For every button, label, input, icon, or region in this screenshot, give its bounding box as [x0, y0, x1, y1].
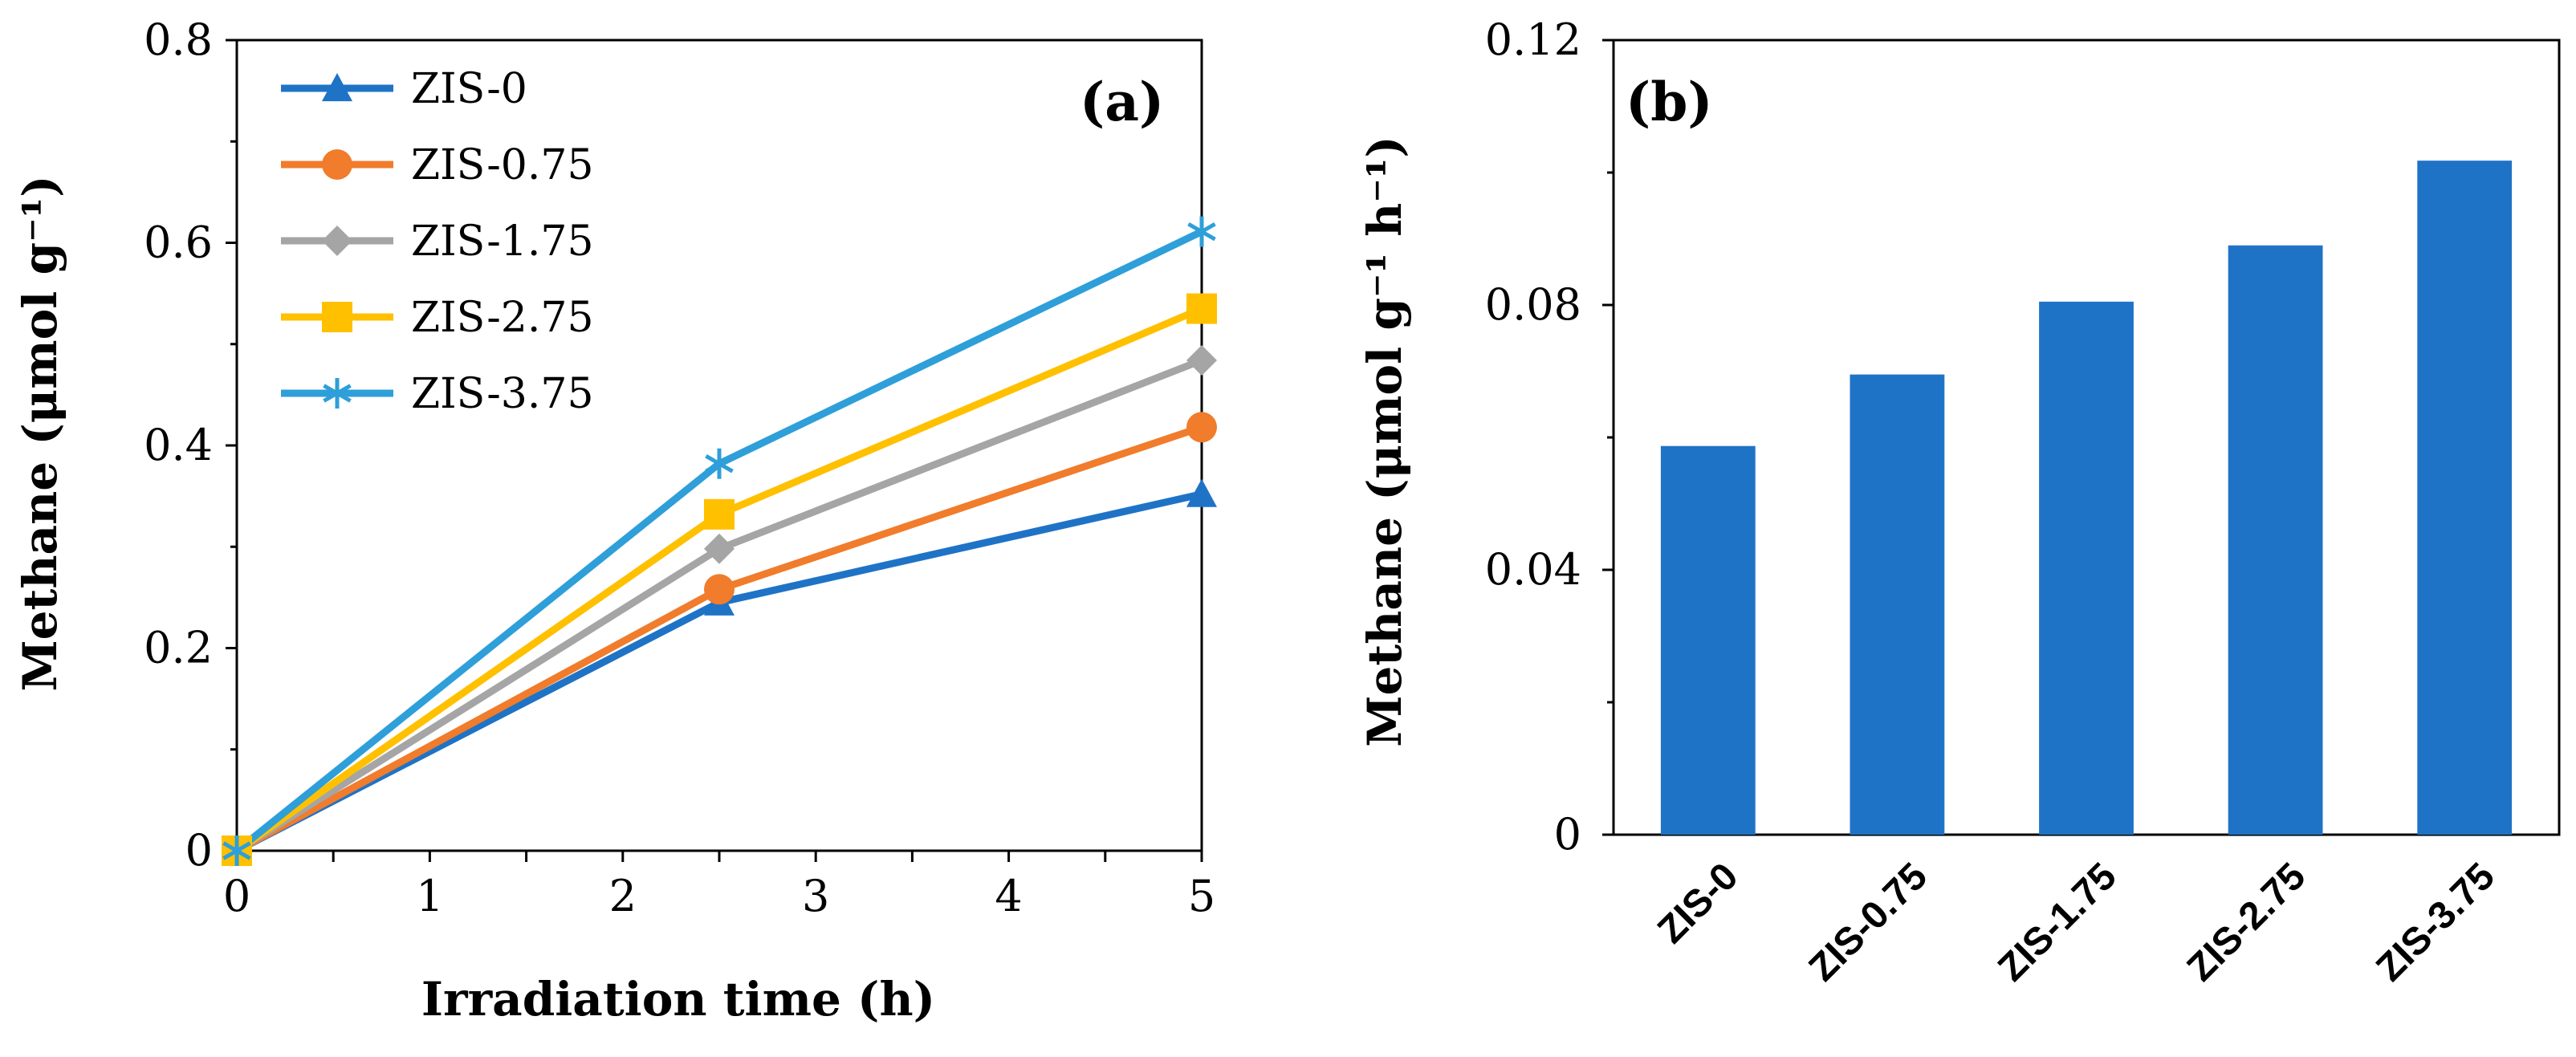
legend-marker-zis-1.75	[322, 226, 352, 256]
legend-marker-zis-3.75	[323, 378, 352, 409]
legend-marker-zis-2.75	[322, 302, 352, 332]
panel-label-a: (a)	[1080, 71, 1164, 133]
data-point-zis-3.75	[1187, 216, 1216, 247]
category-label-zis-0: ZIS-0	[1650, 855, 1746, 951]
category-label-zis-1.75: ZIS-1.75	[1990, 855, 2125, 990]
y-tick-label-a: 0.2	[144, 623, 213, 673]
y-tick-label-b: 0.08	[1485, 279, 1581, 330]
bar-zis-1.75	[2039, 301, 2134, 835]
x-tick-label-a: 1	[416, 871, 443, 921]
legend-label-zis-0: ZIS-0	[411, 65, 527, 113]
y-tick-label-a: 0.4	[144, 420, 213, 470]
series-line-zis-0.75	[234, 424, 1203, 854]
data-point-zis-3.75	[222, 835, 251, 866]
y-axis-title-a: Methane (μmol g⁻¹)	[13, 175, 67, 691]
y-tick-label-a: 0	[185, 825, 213, 876]
legend-marker-zis-0.75	[322, 149, 352, 180]
x-tick-label-a: 3	[802, 871, 829, 921]
legend-label-zis-1.75: ZIS-1.75	[411, 217, 594, 266]
data-point-zis-2.75	[1186, 293, 1217, 324]
y-tick-label-b: 0.12	[1485, 14, 1581, 65]
legend-a: ZIS-0 ZIS-0.75 ZIS-1.75 ZIS-2.75 ZIS-3.75	[281, 65, 594, 418]
category-label-zis-3.75: ZIS-3.75	[2368, 855, 2503, 990]
x-tick-label-a: 0	[223, 871, 250, 921]
data-point-zis-1.75	[1186, 344, 1217, 376]
panel-b: 0 0.04 0.08 0.12 ZIS-0 ZIS-0.75 ZIS-1.75 ZIS-2.…	[1357, 14, 2561, 990]
bar-zis-0	[1660, 445, 1756, 835]
y-tick-label-b: 0	[1554, 809, 1581, 860]
panel-label-b: (b)	[1626, 71, 1713, 133]
x-tick-label-a: 5	[1188, 871, 1215, 921]
y-tick-label-a: 0.6	[144, 217, 213, 268]
data-point-zis-0	[1186, 478, 1217, 507]
data-point-zis-3.75	[705, 448, 734, 479]
legend-label-zis-3.75: ZIS-3.75	[411, 370, 594, 418]
panel-a: 0 1 2 3 4 5 0 0.2 0.4 0.6 0.8 (a) Irradiation time…	[13, 14, 1217, 1027]
bar-zis-0.75	[1850, 374, 1945, 835]
legend-marker-zis-0	[322, 73, 352, 102]
y-tick-label-b: 0.04	[1485, 544, 1581, 595]
y-tick-label-a: 0.8	[144, 14, 213, 65]
line-chart-plot-area: 0 1 2 3 4 5 0 0.2 0.4 0.6 0.8	[144, 14, 1217, 921]
x-axis-title-a: Irradiation time (h)	[421, 972, 935, 1027]
bar-chart-plot-area: 0 0.04 0.08 0.12 ZIS-0 ZIS-0.75 ZIS-1.75 ZIS-2.…	[1485, 14, 2561, 990]
x-tick-label-a: 4	[995, 871, 1022, 921]
category-label-zis-0.75: ZIS-0.75	[1801, 855, 1936, 990]
x-tick-label-a: 2	[609, 871, 637, 921]
data-point-zis-2.75	[704, 498, 735, 530]
legend-label-zis-2.75: ZIS-2.75	[411, 294, 594, 342]
data-point-zis-0.75	[704, 574, 735, 605]
legend-label-zis-0.75: ZIS-0.75	[411, 141, 594, 189]
category-label-zis-2.75: ZIS-2.75	[2179, 855, 2314, 990]
data-point-zis-0.75	[1186, 412, 1217, 443]
data-point-zis-1.75	[704, 533, 735, 564]
bar-zis-3.75	[2417, 161, 2513, 835]
bar-zis-2.75	[2228, 245, 2323, 835]
y-axis-title-b: Methane (μmol g⁻¹ h⁻¹)	[1357, 136, 1412, 746]
